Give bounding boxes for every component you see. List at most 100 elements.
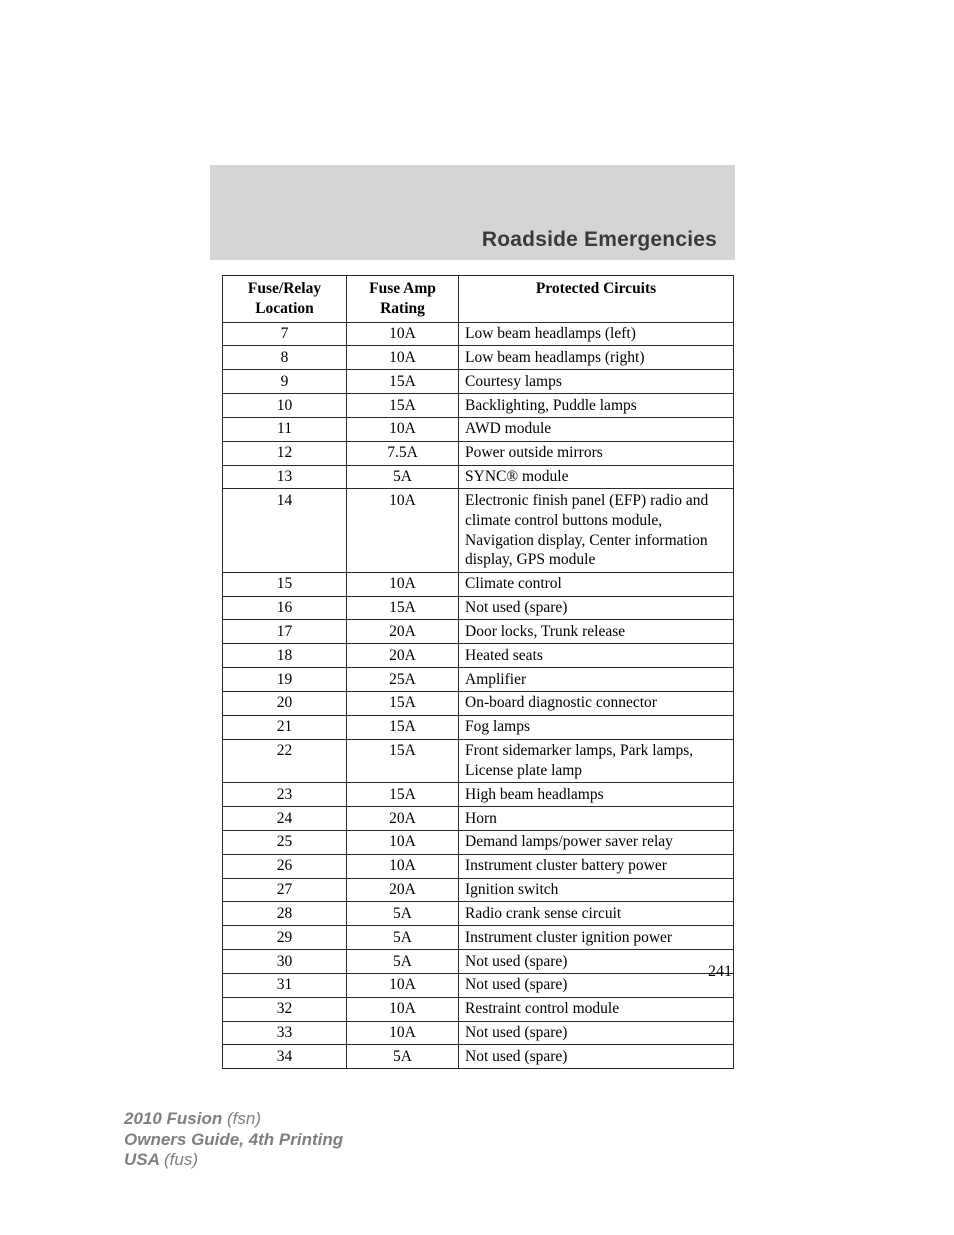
cell-amp: 15A: [347, 715, 459, 739]
table-row: 3110ANot used (spare): [223, 973, 734, 997]
cell-amp: 15A: [347, 596, 459, 620]
cell-circuits: On-board diagnostic connector: [459, 691, 734, 715]
cell-location: 17: [223, 620, 347, 644]
cell-amp: 15A: [347, 783, 459, 807]
section-title: Roadside Emergencies: [210, 228, 735, 252]
cell-circuits: Horn: [459, 807, 734, 831]
cell-amp: 15A: [347, 739, 459, 783]
cell-location: 7: [223, 322, 347, 346]
cell-location: 13: [223, 465, 347, 489]
cell-circuits: Not used (spare): [459, 950, 734, 974]
cell-amp: 5A: [347, 902, 459, 926]
table-row: 3310ANot used (spare): [223, 1021, 734, 1045]
table-row: 2215AFront sidemarker lamps, Park lamps,…: [223, 739, 734, 783]
table-row: 345ANot used (spare): [223, 1045, 734, 1069]
table-row: 3210ARestraint control module: [223, 997, 734, 1021]
table-row: 2420AHorn: [223, 807, 734, 831]
table-row: 1410AElectronic finish panel (EFP) radio…: [223, 489, 734, 572]
page: Roadside Emergencies Fuse/Relay Location…: [0, 0, 954, 1235]
cell-amp: 20A: [347, 620, 459, 644]
cell-amp: 5A: [347, 1045, 459, 1069]
cell-circuits: Fog lamps: [459, 715, 734, 739]
cell-amp: 7.5A: [347, 441, 459, 465]
th-amp-l2: Rating: [380, 300, 425, 317]
cell-amp: 10A: [347, 830, 459, 854]
cell-circuits: Not used (spare): [459, 596, 734, 620]
cell-amp: 25A: [347, 668, 459, 692]
cell-amp: 15A: [347, 394, 459, 418]
cell-location: 34: [223, 1045, 347, 1069]
table-row: 135ASYNC® module: [223, 465, 734, 489]
table-row: 1615ANot used (spare): [223, 596, 734, 620]
cell-location: 19: [223, 668, 347, 692]
cell-circuits: Not used (spare): [459, 1045, 734, 1069]
cell-circuits: Courtesy lamps: [459, 370, 734, 394]
footer: 2010 Fusion (fsn) Owners Guide, 4th Prin…: [124, 1109, 343, 1171]
cell-circuits: Heated seats: [459, 644, 734, 668]
cell-location: 8: [223, 346, 347, 370]
cell-amp: 10A: [347, 346, 459, 370]
th-location-l2: Location: [255, 300, 314, 317]
cell-amp: 20A: [347, 644, 459, 668]
cell-circuits: Backlighting, Puddle lamps: [459, 394, 734, 418]
footer-region: USA: [124, 1150, 159, 1169]
cell-amp: 10A: [347, 417, 459, 441]
cell-circuits: Front sidemarker lamps, Park lamps, Lice…: [459, 739, 734, 783]
cell-amp: 5A: [347, 950, 459, 974]
table-row: 305ANot used (spare): [223, 950, 734, 974]
table-row: 2315AHigh beam headlamps: [223, 783, 734, 807]
table-row: 710ALow beam headlamps (left): [223, 322, 734, 346]
fuse-table: Fuse/Relay Location Fuse Amp Rating Prot…: [222, 275, 734, 1069]
footer-model-year: 2010 Fusion: [124, 1109, 222, 1128]
cell-location: 11: [223, 417, 347, 441]
table-header-row: Fuse/Relay Location Fuse Amp Rating Prot…: [223, 276, 734, 323]
cell-location: 22: [223, 739, 347, 783]
footer-region-code: (fus): [164, 1150, 198, 1169]
cell-location: 25: [223, 830, 347, 854]
cell-amp: 5A: [347, 465, 459, 489]
cell-amp: 15A: [347, 691, 459, 715]
cell-circuits: Radio crank sense circuit: [459, 902, 734, 926]
table-row: 810ALow beam headlamps (right): [223, 346, 734, 370]
cell-circuits: Door locks, Trunk release: [459, 620, 734, 644]
table-row: 2015AOn-board diagnostic connector: [223, 691, 734, 715]
cell-location: 20: [223, 691, 347, 715]
table-row: 915ACourtesy lamps: [223, 370, 734, 394]
cell-location: 16: [223, 596, 347, 620]
page-number: 241: [708, 963, 732, 981]
cell-circuits: SYNC® module: [459, 465, 734, 489]
cell-location: 18: [223, 644, 347, 668]
cell-location: 30: [223, 950, 347, 974]
th-circuits: Protected Circuits: [459, 276, 734, 323]
th-location: Fuse/Relay Location: [223, 276, 347, 323]
cell-amp: 10A: [347, 973, 459, 997]
cell-amp: 20A: [347, 807, 459, 831]
cell-amp: 15A: [347, 370, 459, 394]
cell-location: 28: [223, 902, 347, 926]
cell-circuits: Not used (spare): [459, 1021, 734, 1045]
cell-amp: 10A: [347, 572, 459, 596]
table-row: 1820AHeated seats: [223, 644, 734, 668]
cell-amp: 20A: [347, 878, 459, 902]
cell-amp: 10A: [347, 322, 459, 346]
cell-location: 29: [223, 926, 347, 950]
table-row: 285ARadio crank sense circuit: [223, 902, 734, 926]
footer-guide: Owners Guide, 4th Printing: [124, 1130, 343, 1149]
table-row: 2610AInstrument cluster battery power: [223, 854, 734, 878]
cell-amp: 10A: [347, 489, 459, 572]
cell-circuits: AWD module: [459, 417, 734, 441]
cell-circuits: Low beam headlamps (right): [459, 346, 734, 370]
table-row: 1015ABacklighting, Puddle lamps: [223, 394, 734, 418]
cell-circuits: Climate control: [459, 572, 734, 596]
cell-circuits: Demand lamps/power saver relay: [459, 830, 734, 854]
th-amp-l1: Fuse Amp: [369, 280, 436, 297]
cell-location: 24: [223, 807, 347, 831]
cell-circuits: Restraint control module: [459, 997, 734, 1021]
table-row: 2510ADemand lamps/power saver relay: [223, 830, 734, 854]
cell-circuits: Amplifier: [459, 668, 734, 692]
table-row: 1720ADoor locks, Trunk release: [223, 620, 734, 644]
table-row: 2720AIgnition switch: [223, 878, 734, 902]
cell-circuits: Power outside mirrors: [459, 441, 734, 465]
th-amp: Fuse Amp Rating: [347, 276, 459, 323]
cell-location: 31: [223, 973, 347, 997]
